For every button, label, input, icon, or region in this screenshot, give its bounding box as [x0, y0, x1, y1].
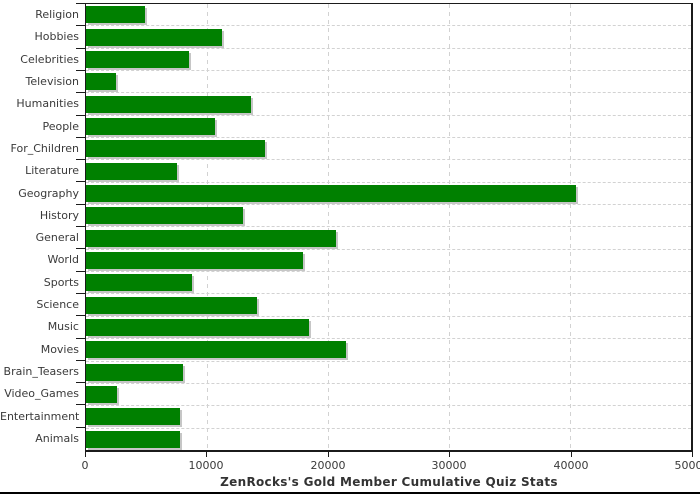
category-row	[86, 429, 691, 450]
y-axis-label-world: World	[47, 253, 79, 266]
y-axis-label-brain_teasers: Brain_Teasers	[3, 365, 79, 378]
x-axis-tick	[85, 452, 86, 457]
x-axis-tick-label: 0	[81, 459, 89, 472]
bar-animals	[86, 430, 180, 448]
bar-science	[86, 296, 257, 314]
y-axis-tick	[76, 48, 85, 49]
category-row	[86, 4, 691, 27]
x-axis-tick	[692, 452, 693, 457]
category-row	[86, 317, 691, 340]
bar-music	[86, 318, 309, 336]
category-row	[86, 160, 691, 183]
category-row	[86, 205, 691, 228]
category-row	[86, 26, 691, 49]
y-axis-tick	[76, 404, 85, 405]
y-axis-tick	[76, 3, 85, 4]
y-axis-label-music: Music	[47, 320, 79, 333]
y-axis-tick	[76, 315, 85, 316]
x-axis-tick-label: 20000	[310, 459, 346, 472]
x-axis-tick	[328, 452, 329, 457]
y-axis-label-sports: Sports	[43, 276, 79, 289]
y-axis-tick	[76, 271, 85, 272]
category-row	[86, 339, 691, 362]
bar-brain_teasers	[86, 363, 183, 381]
y-axis-label-animals: Animals	[35, 432, 79, 445]
y-axis-tick	[76, 137, 85, 138]
bar-sports	[86, 274, 193, 292]
y-axis-label-video_games: Video_Games	[4, 387, 79, 400]
category-row	[86, 384, 691, 407]
y-axis-label-entertainment: Entertainment	[0, 410, 80, 423]
x-axis-tick-label: 30000	[431, 459, 467, 472]
y-axis-label-religion: Religion	[35, 8, 79, 21]
x-axis-tick-label: 40000	[553, 459, 589, 472]
plot-inner	[86, 4, 691, 450]
bar-people	[86, 117, 216, 135]
bar-for_children	[86, 140, 266, 158]
bar-world	[86, 251, 303, 269]
y-axis-label-geography: Geography	[18, 187, 79, 200]
category-row	[86, 362, 691, 384]
category-row	[86, 250, 691, 273]
y-axis-label-people: People	[42, 120, 79, 133]
y-axis-label-hobbies: Hobbies	[34, 30, 79, 43]
bar-entertainment	[86, 408, 181, 426]
y-axis-tick	[76, 338, 85, 339]
x-axis-tick	[449, 452, 450, 457]
y-axis-tick	[76, 293, 85, 294]
y-axis-label-for_children: For_Children	[10, 142, 79, 155]
y-axis-label-television: Television	[25, 75, 80, 88]
x-axis-tick-label: 10000	[188, 459, 224, 472]
y-axis-tick	[76, 92, 85, 93]
y-axis-tick	[76, 181, 85, 182]
y-axis-label-celebrities: Celebrities	[20, 53, 79, 66]
category-row	[86, 71, 691, 94]
y-axis-label-science: Science	[36, 298, 79, 311]
y-axis-label-literature: Literature	[25, 164, 79, 177]
bar-religion	[86, 6, 146, 24]
category-row	[86, 294, 691, 317]
x-axis-tick-label: 50000	[674, 459, 700, 472]
bar-geography	[86, 184, 577, 202]
category-row	[86, 116, 691, 139]
y-axis-tick	[76, 360, 85, 361]
bar-rows	[86, 4, 691, 450]
category-row	[86, 183, 691, 206]
category-row	[86, 406, 691, 429]
bar-humanities	[86, 95, 251, 113]
y-axis-tick	[76, 70, 85, 71]
y-axis-label-humanities: Humanities	[16, 97, 79, 110]
plot-area	[85, 3, 693, 452]
y-axis-label-movies: Movies	[40, 343, 79, 356]
category-row	[86, 49, 691, 72]
y-axis-tick	[76, 115, 85, 116]
x-axis-tick	[571, 452, 572, 457]
bar-history	[86, 207, 244, 225]
chart-title: ZenRocks's Gold Member Cumulative Quiz S…	[220, 475, 558, 489]
category-row	[86, 138, 691, 161]
bottom-border-line	[0, 492, 700, 494]
y-axis-tick	[76, 204, 85, 205]
y-axis-tick	[76, 248, 85, 249]
bar-hobbies	[86, 28, 222, 46]
category-row	[86, 272, 691, 295]
y-axis-tick	[76, 427, 85, 428]
y-axis-tick	[76, 226, 85, 227]
y-axis-tick	[76, 159, 85, 160]
bar-celebrities	[86, 50, 189, 68]
y-axis-label-general: General	[35, 231, 79, 244]
bar-general	[86, 229, 337, 247]
y-axis-label-history: History	[39, 209, 79, 222]
category-row	[86, 93, 691, 116]
bar-literature	[86, 162, 177, 180]
category-row	[86, 227, 691, 250]
bar-movies	[86, 341, 347, 359]
bar-television	[86, 73, 117, 91]
y-axis-tick	[76, 25, 85, 26]
x-axis-tick	[206, 452, 207, 457]
y-axis-tick	[76, 382, 85, 383]
bar-video_games	[86, 386, 117, 404]
